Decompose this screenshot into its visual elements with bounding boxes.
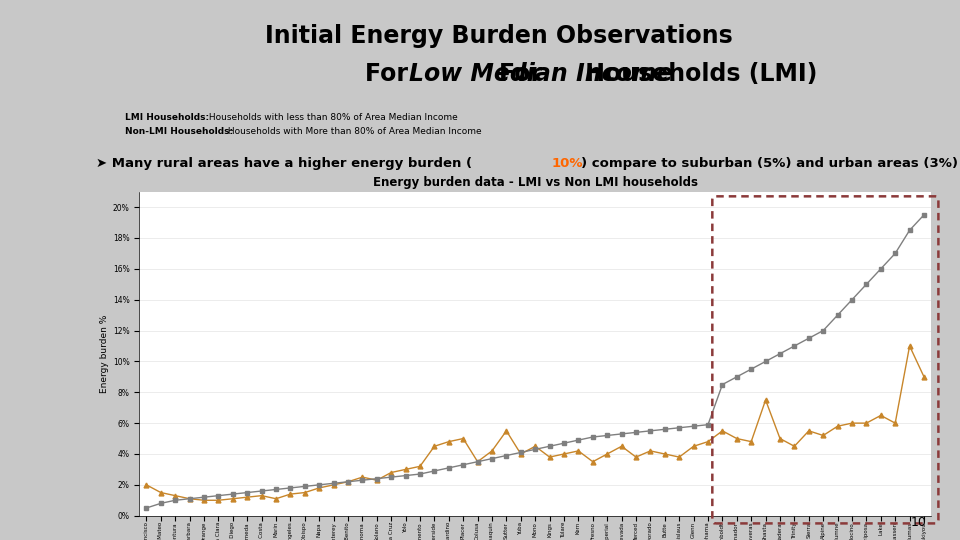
Energy burden LMI households [227, 491, 238, 497]
Energy burden LMI households [831, 312, 843, 319]
Text: For: For [365, 62, 416, 86]
Title: Energy burden data - LMI vs Non LMI households: Energy burden data - LMI vs Non LMI hous… [372, 176, 698, 189]
Y-axis label: Energy burden %: Energy burden % [100, 314, 108, 393]
Energy burden Non LMI households [889, 420, 900, 427]
Energy burden LMI households [903, 227, 915, 233]
Energy burden LMI households [140, 505, 152, 511]
Text: Low Median Income: Low Median Income [409, 62, 672, 86]
Energy burden Non LMI households [918, 374, 929, 380]
Text: LMI Households:: LMI Households: [125, 113, 209, 123]
Energy burden Non LMI households [299, 489, 310, 496]
Text: 10: 10 [910, 516, 926, 529]
Line: Energy burden Non LMI households: Energy burden Non LMI households [144, 343, 926, 503]
Energy burden LMI households [918, 212, 929, 218]
Text: ➤ Many rural areas have a higher energy burden (: ➤ Many rural areas have a higher energy … [96, 157, 472, 170]
Energy burden LMI households [327, 480, 340, 487]
Text: Non-LMI Households:: Non-LMI Households: [125, 127, 233, 136]
Energy burden LMI households [284, 485, 296, 491]
Energy burden Non LMI households [140, 482, 152, 488]
Energy burden Non LMI households [443, 438, 455, 445]
Text: Households (LMI): Households (LMI) [577, 62, 817, 86]
Text: 10%: 10% [552, 157, 584, 170]
Line: Energy burden LMI households: Energy burden LMI households [144, 212, 926, 510]
Text: Households with More than 80% of Area Median Income: Households with More than 80% of Area Me… [225, 127, 481, 136]
Energy burden Non LMI households [903, 343, 915, 349]
Text: Households with less than 80% of Area Median Income: Households with less than 80% of Area Me… [206, 113, 458, 123]
Energy burden Non LMI households [342, 478, 353, 485]
Energy burden Non LMI households [198, 497, 209, 503]
Energy burden Non LMI households [241, 494, 252, 501]
Text: For: For [499, 62, 550, 86]
Text: ) compare to suburban (5%) and urban areas (3%): ) compare to suburban (5%) and urban are… [581, 157, 958, 170]
Energy burden Non LMI households [846, 420, 857, 427]
Energy burden LMI households [428, 468, 440, 474]
Text: Initial Energy Burden Observations: Initial Energy Burden Observations [265, 24, 733, 48]
